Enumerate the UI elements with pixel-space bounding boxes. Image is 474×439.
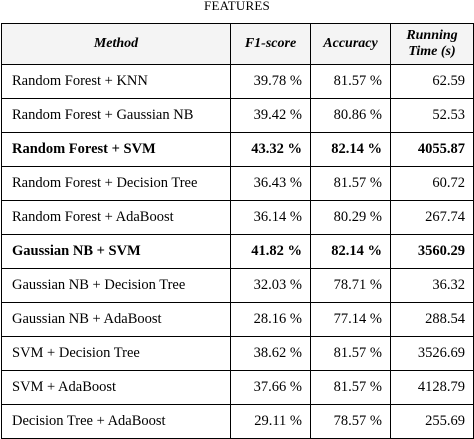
table-row: SVM + AdaBoost 37.66 % 81.57 % 4128.79 [1,370,474,405]
cell-f1-score: 28.16 % [230,302,311,337]
cell-accuracy: 78.71 % [310,268,391,303]
cell-method: Random Forest + Gaussian NB [1,98,231,133]
cell-f1-score: 32.03 % [230,268,311,303]
cell-accuracy: 81.57 % [310,336,391,371]
cell-running-time: 60.72 [390,166,474,201]
table-row: Random Forest + AdaBoost 36.14 % 80.29 % 26… [1,200,474,235]
cell-method: Random Forest + AdaBoost [1,200,231,235]
cell-method: SVM + Decision Tree [1,336,231,371]
header-running-time-line2: Time (s) [408,44,456,59]
table-caption: FEATURES [204,0,270,13]
table-row: SVM + Decision Tree 38.62 % 81.57 % 3526.69 [1,336,474,371]
table-body: Random Forest + KNN 39.78 % 81.57 % 62.59 Ra… [1,64,474,439]
cell-method: Gaussian NB + Decision Tree [1,268,231,303]
cell-accuracy: 78.57 % [310,404,391,439]
table-row: Random Forest + SVM 43.32 % 82.14 % 4055.87 [1,132,474,167]
cell-accuracy: 77.14 % [310,302,391,337]
table-row: Random Forest + Decision Tree 36.43 % 81.5… [1,166,474,201]
cell-accuracy: 81.57 % [310,166,391,201]
cell-method: Random Forest + KNN [1,64,231,99]
header-running-time-line1: Running [406,28,458,43]
cell-f1-score: 38.62 % [230,336,311,371]
cell-accuracy: 82.14 % [310,132,391,167]
cell-f1-score: 39.78 % [230,64,311,99]
table-row: Random Forest + Gaussian NB 39.42 % 80.86 … [1,98,474,133]
cell-running-time: 52.53 [390,98,474,133]
header-method: Method [1,23,231,65]
header-f1-score: F1-score [230,23,311,65]
cell-running-time: 4055.87 [390,132,474,167]
table-row: Gaussian NB + SVM 41.82 % 82.14 % 3560.29 [1,234,474,269]
cell-running-time: 62.59 [390,64,474,99]
table-header-row: Method F1-score Accuracy Running Time (s… [1,23,474,65]
cell-accuracy: 80.29 % [310,200,391,235]
table-row: Gaussian NB + Decision Tree 32.03 % 78.71 … [1,268,474,303]
cell-method: Gaussian NB + SVM [1,234,231,269]
cell-accuracy: 80.86 % [310,98,391,133]
cell-f1-score: 36.14 % [230,200,311,235]
cell-running-time: 4128.79 [390,370,474,405]
cell-running-time: 3560.29 [390,234,474,269]
cell-f1-score: 41.82 % [230,234,311,269]
header-running-time: Running Time (s) [390,23,474,65]
cell-accuracy: 82.14 % [310,234,391,269]
cell-f1-score: 39.42 % [230,98,311,133]
cell-running-time: 36.32 [390,268,474,303]
cell-method: SVM + AdaBoost [1,370,231,405]
cell-method: Gaussian NB + AdaBoost [1,302,231,337]
cell-f1-score: 36.43 % [230,166,311,201]
cell-accuracy: 81.57 % [310,64,391,99]
cell-running-time: 255.69 [390,404,474,439]
cell-f1-score: 29.11 % [230,404,311,439]
cell-f1-score: 43.32 % [230,132,311,167]
cell-accuracy: 81.57 % [310,370,391,405]
header-accuracy: Accuracy [310,23,391,65]
cell-method: Random Forest + Decision Tree [1,166,231,201]
table-row: Random Forest + KNN 39.78 % 81.57 % 62.59 [1,64,474,99]
cell-method: Random Forest + SVM [1,132,231,167]
cell-f1-score: 37.66 % [230,370,311,405]
cell-method: Decision Tree + AdaBoost [1,404,231,439]
cell-running-time: 267.74 [390,200,474,235]
results-table: Method F1-score Accuracy Running Time (s… [1,23,474,439]
cell-running-time: 3526.69 [390,336,474,371]
cell-running-time: 288.54 [390,302,474,337]
table-row: Gaussian NB + AdaBoost 28.16 % 77.14 % 288.… [1,302,474,337]
table-row: Decision Tree + AdaBoost 29.11 % 78.57 % 25… [1,404,474,439]
